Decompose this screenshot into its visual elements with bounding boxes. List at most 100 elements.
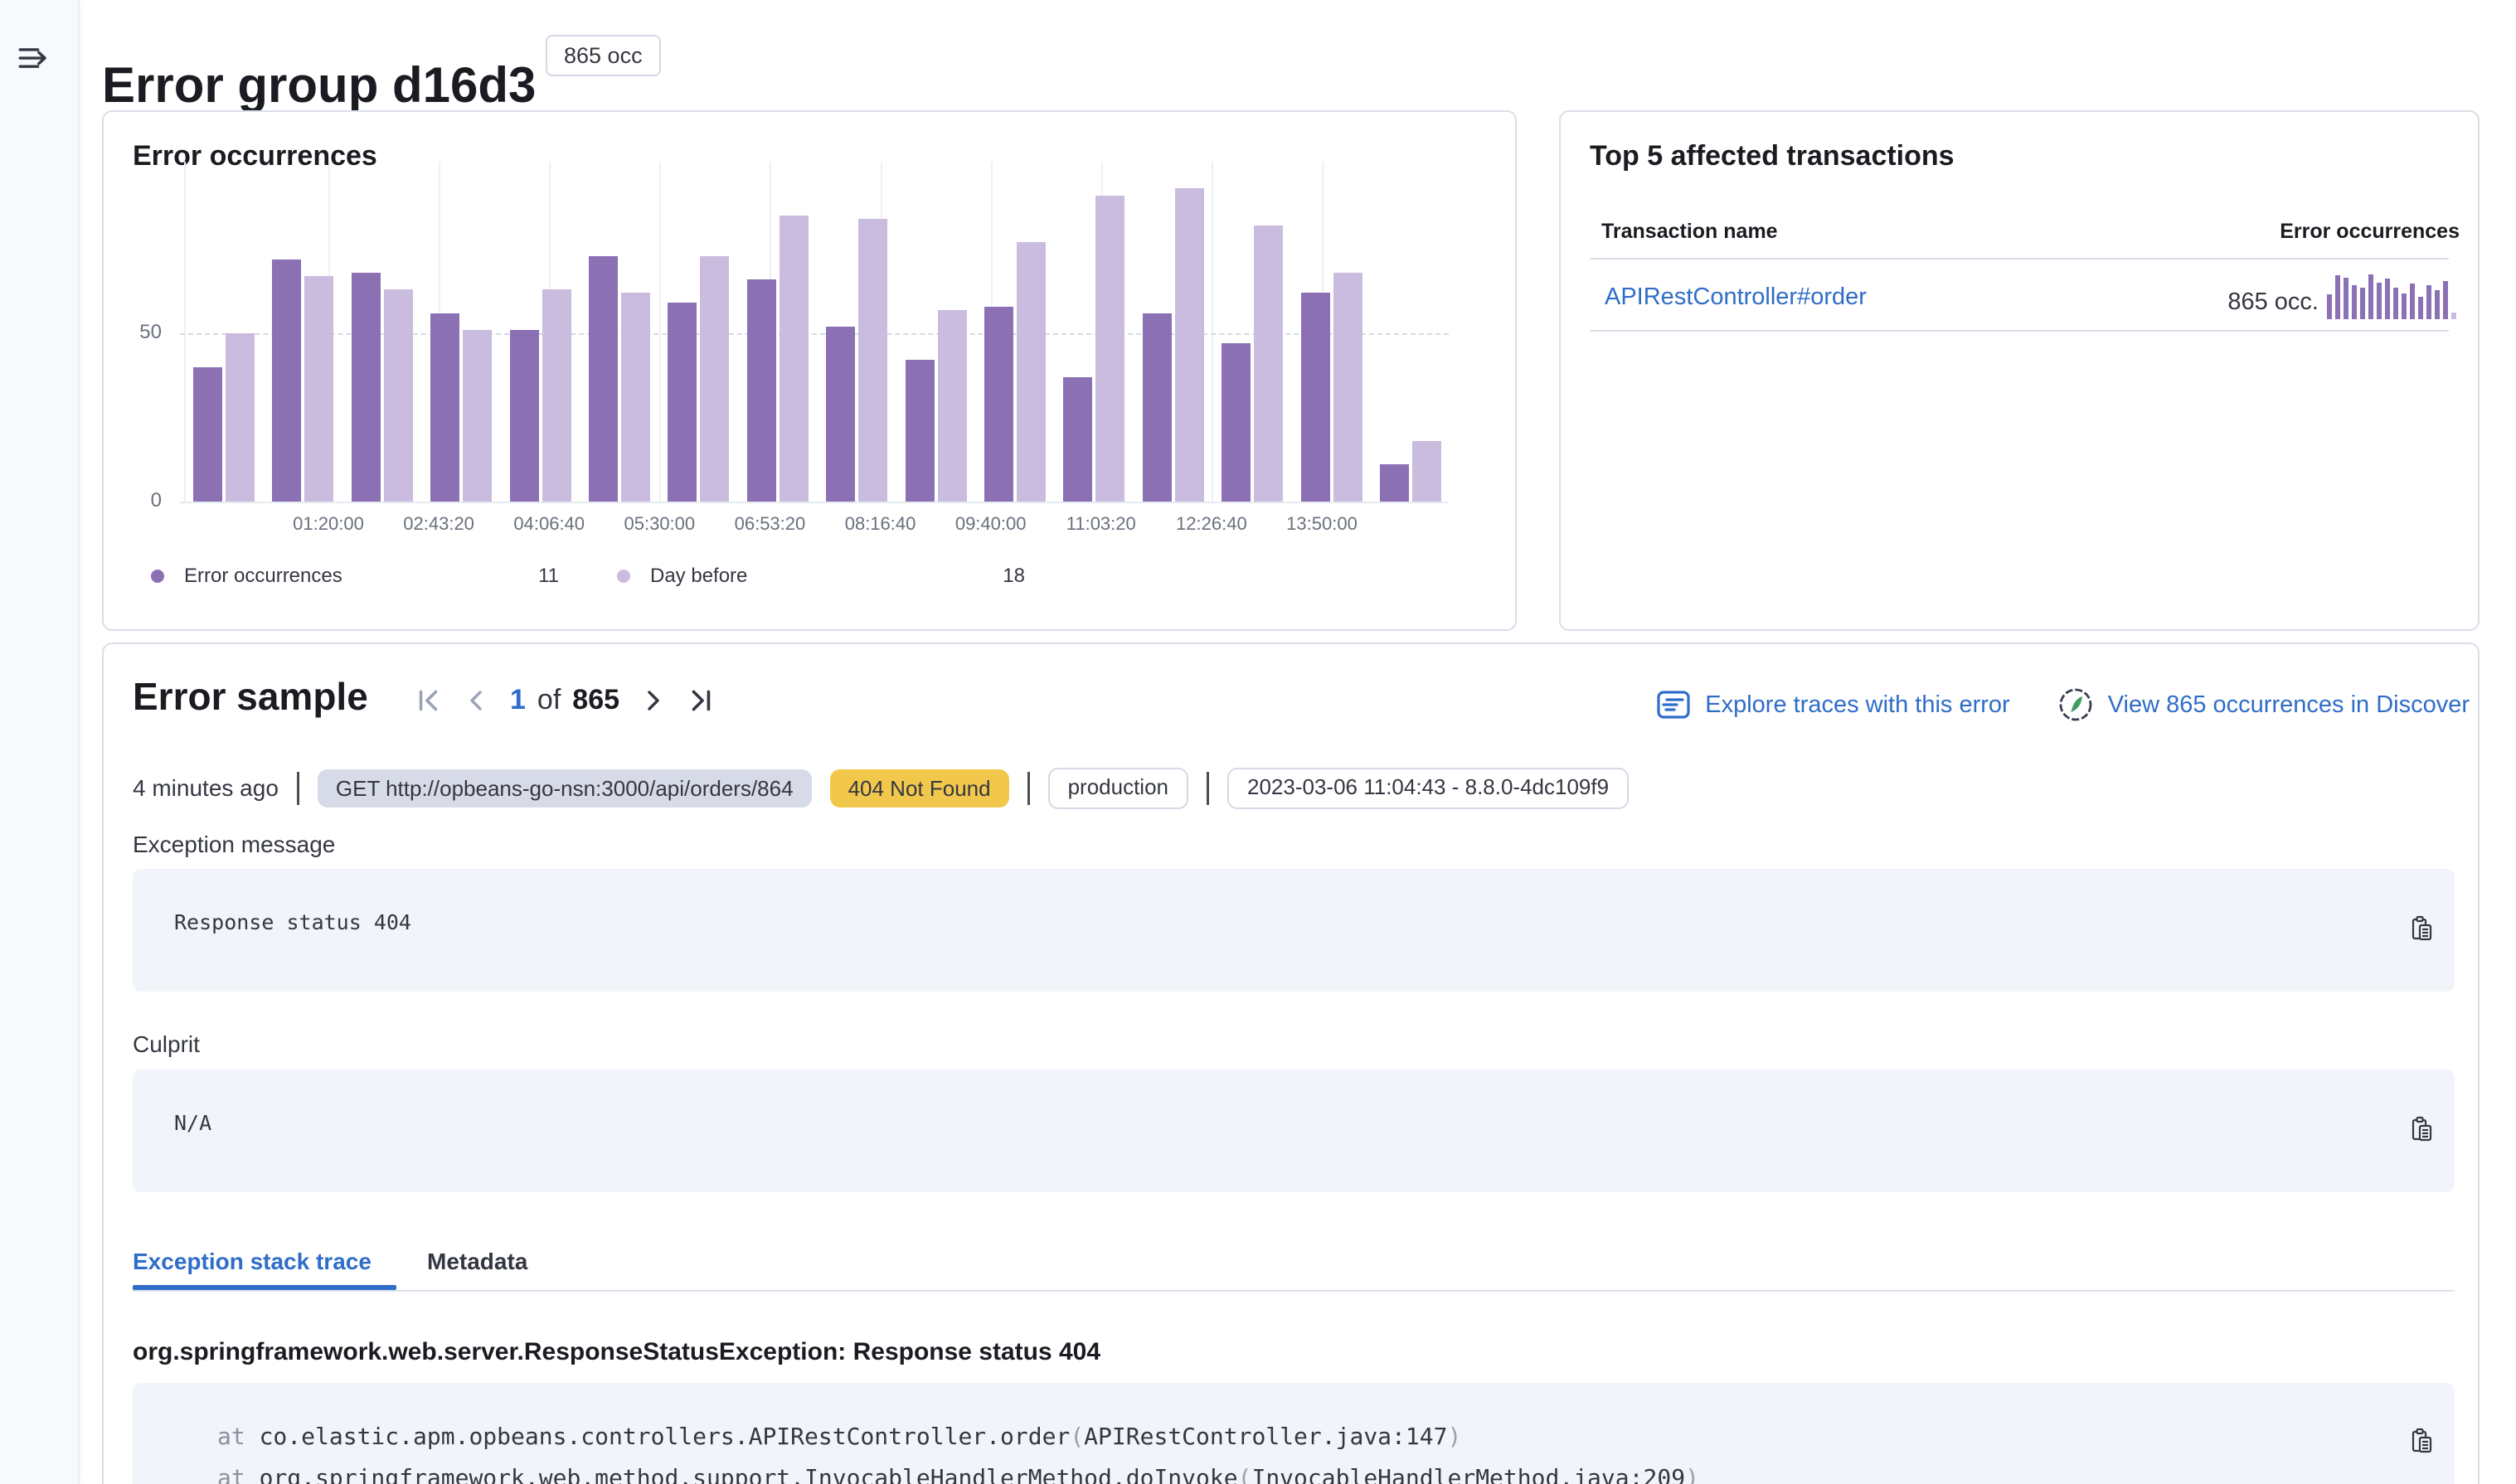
chart-bar [984, 306, 1013, 502]
chevron-left-icon [470, 690, 482, 710]
error-meta-row: 4 minutes ago GET http://opbeans-go-nsn:3… [133, 767, 1630, 809]
last-page-icon [692, 690, 711, 710]
explore-traces-link[interactable]: Explore traces with this error [1655, 686, 2010, 723]
tab-metadata[interactable]: Metadata [427, 1249, 528, 1274]
chart-bar [1333, 272, 1362, 502]
column-header-transaction-name: Transaction name [1601, 220, 1778, 243]
expand-menu-button[interactable] [13, 40, 53, 76]
meta-badge: GET http://opbeans-go-nsn:3000/api/order… [317, 769, 812, 807]
chart-bar [668, 303, 697, 502]
sample-actions: Explore traces with this error View 865 … [1655, 686, 2470, 724]
chart-bar [905, 360, 935, 502]
chart-bar [1142, 313, 1172, 502]
transaction-sparkline [2327, 274, 2460, 319]
chart-bar [1095, 195, 1125, 502]
culprit-label: Culprit [133, 1031, 200, 1057]
top-transactions-panel: Top 5 affected transactions Transaction … [1559, 110, 2480, 631]
previous-page-button[interactable] [464, 685, 488, 716]
chart-bar [1063, 376, 1093, 502]
top-transactions-title: Top 5 affected transactions [1590, 140, 1955, 172]
chart-bar [304, 275, 334, 502]
sparkline-bar [2335, 274, 2340, 319]
meta-badge: 404 Not Found [829, 769, 1009, 807]
chart-bar [700, 255, 730, 502]
table-row: APIRestController#order 865 occ. [1605, 265, 2460, 328]
chart-bar [621, 293, 650, 502]
copy-culprit-button[interactable] [2408, 1116, 2436, 1148]
x-axis-tick-label: 05:30:00 [624, 513, 696, 534]
culprit-value: N/A [174, 1111, 212, 1135]
sample-pagination: 1 of 865 [414, 684, 716, 716]
chart-bar [1174, 188, 1204, 502]
chart-bar [746, 279, 776, 502]
meta-divider [1207, 771, 1209, 805]
vertical-gridline [1211, 162, 1213, 502]
copy-stack-trace-button[interactable] [2408, 1428, 2436, 1460]
legend-item[interactable]: Error occurrences 11 [151, 565, 617, 588]
timestamp-ago-label: 4 minutes ago [133, 774, 279, 801]
explore-traces-label: Explore traces with this error [1705, 691, 2010, 718]
legend-value: 18 [1003, 565, 1025, 587]
chart-bar [826, 326, 856, 502]
stack-frames: at co.elastic.apm.opbeans.controllers.AP… [217, 1416, 1699, 1484]
trace-explorer-icon [1657, 691, 1690, 719]
sparkline-bar [2402, 293, 2407, 319]
x-axis-line [180, 502, 1449, 503]
error-sample-title: Error sample [133, 675, 368, 718]
last-page-button[interactable] [687, 685, 716, 716]
chevron-right-icon [648, 690, 659, 710]
menu-right-icon [18, 48, 46, 68]
first-page-icon [419, 690, 438, 710]
tab-exception-stack-trace[interactable]: Exception stack trace [133, 1249, 372, 1274]
error-occurrences-panel: Error occurrences 0 50 01:20:00 02:43:20 04:… [102, 110, 1517, 631]
sparkline-bar [2410, 284, 2415, 319]
legend-label: Error occurrences [184, 565, 342, 587]
page-of-label: of [537, 684, 561, 715]
chart-bar [430, 313, 460, 502]
x-axis-tick-label: 02:43:20 [403, 513, 474, 534]
collapsed-sidebar [0, 0, 80, 1484]
sparkline-bar [2385, 279, 2390, 319]
legend-value: 11 [538, 565, 559, 587]
first-page-button[interactable] [414, 685, 442, 716]
sparkline-bar [2393, 287, 2398, 319]
chart-bar [383, 289, 413, 502]
meta-badge: 2023-03-06 11:04:43 - 8.8.0-4dc109f9 [1227, 767, 1630, 809]
table-divider [1590, 258, 2449, 259]
stack-frame-line: at co.elastic.apm.opbeans.controllers.AP… [217, 1423, 1462, 1450]
stack-trace-heading: org.springframework.web.server.ResponseS… [133, 1338, 1101, 1365]
active-tab-underline [133, 1285, 396, 1290]
view-in-discover-link[interactable]: View 865 occurrences in Discover [2057, 686, 2470, 724]
legend-label: Day before [650, 565, 748, 587]
stack-frame-line: at org.springframework.web.method.suppor… [217, 1464, 1699, 1484]
vertical-gridline [183, 162, 186, 502]
chart-bar [272, 259, 302, 502]
meta-badge: production [1047, 767, 1188, 809]
page-title: Error group d16d3 [102, 57, 537, 114]
transaction-link[interactable]: APIRestController#order [1605, 283, 1867, 310]
chart-bar [779, 215, 809, 502]
next-page-button[interactable] [641, 685, 666, 716]
x-axis-tick-label: 11:03:20 [1066, 513, 1136, 534]
exception-message-block: Response status 404 [133, 869, 2455, 992]
legend-item[interactable]: Day before 18 [617, 565, 1083, 588]
error-occurrences-plot: 0 50 01:20:00 02:43:20 04:06:40 05:30:00 06:53… [139, 162, 1449, 534]
y-axis-tick-label: 50 [139, 321, 162, 343]
copy-exception-message-button[interactable] [2408, 915, 2436, 948]
sparkline-bar [2368, 274, 2373, 319]
sparkline-bar [2426, 284, 2431, 319]
vertical-gridline [659, 162, 662, 502]
x-axis-tick-label: 09:40:00 [954, 513, 1027, 534]
legend-dot [151, 570, 164, 583]
table-divider [1590, 330, 2449, 332]
chart-bar [1254, 226, 1284, 502]
copy-icon [2412, 915, 2432, 941]
chart-bar [542, 289, 571, 502]
chart-bar [1017, 242, 1046, 502]
chart-bar [1412, 440, 1441, 502]
chart-title: Error occurrences [133, 140, 377, 172]
sparkline-bar [2377, 283, 2382, 319]
legend-dot [617, 570, 630, 583]
copy-icon [2412, 1116, 2432, 1142]
